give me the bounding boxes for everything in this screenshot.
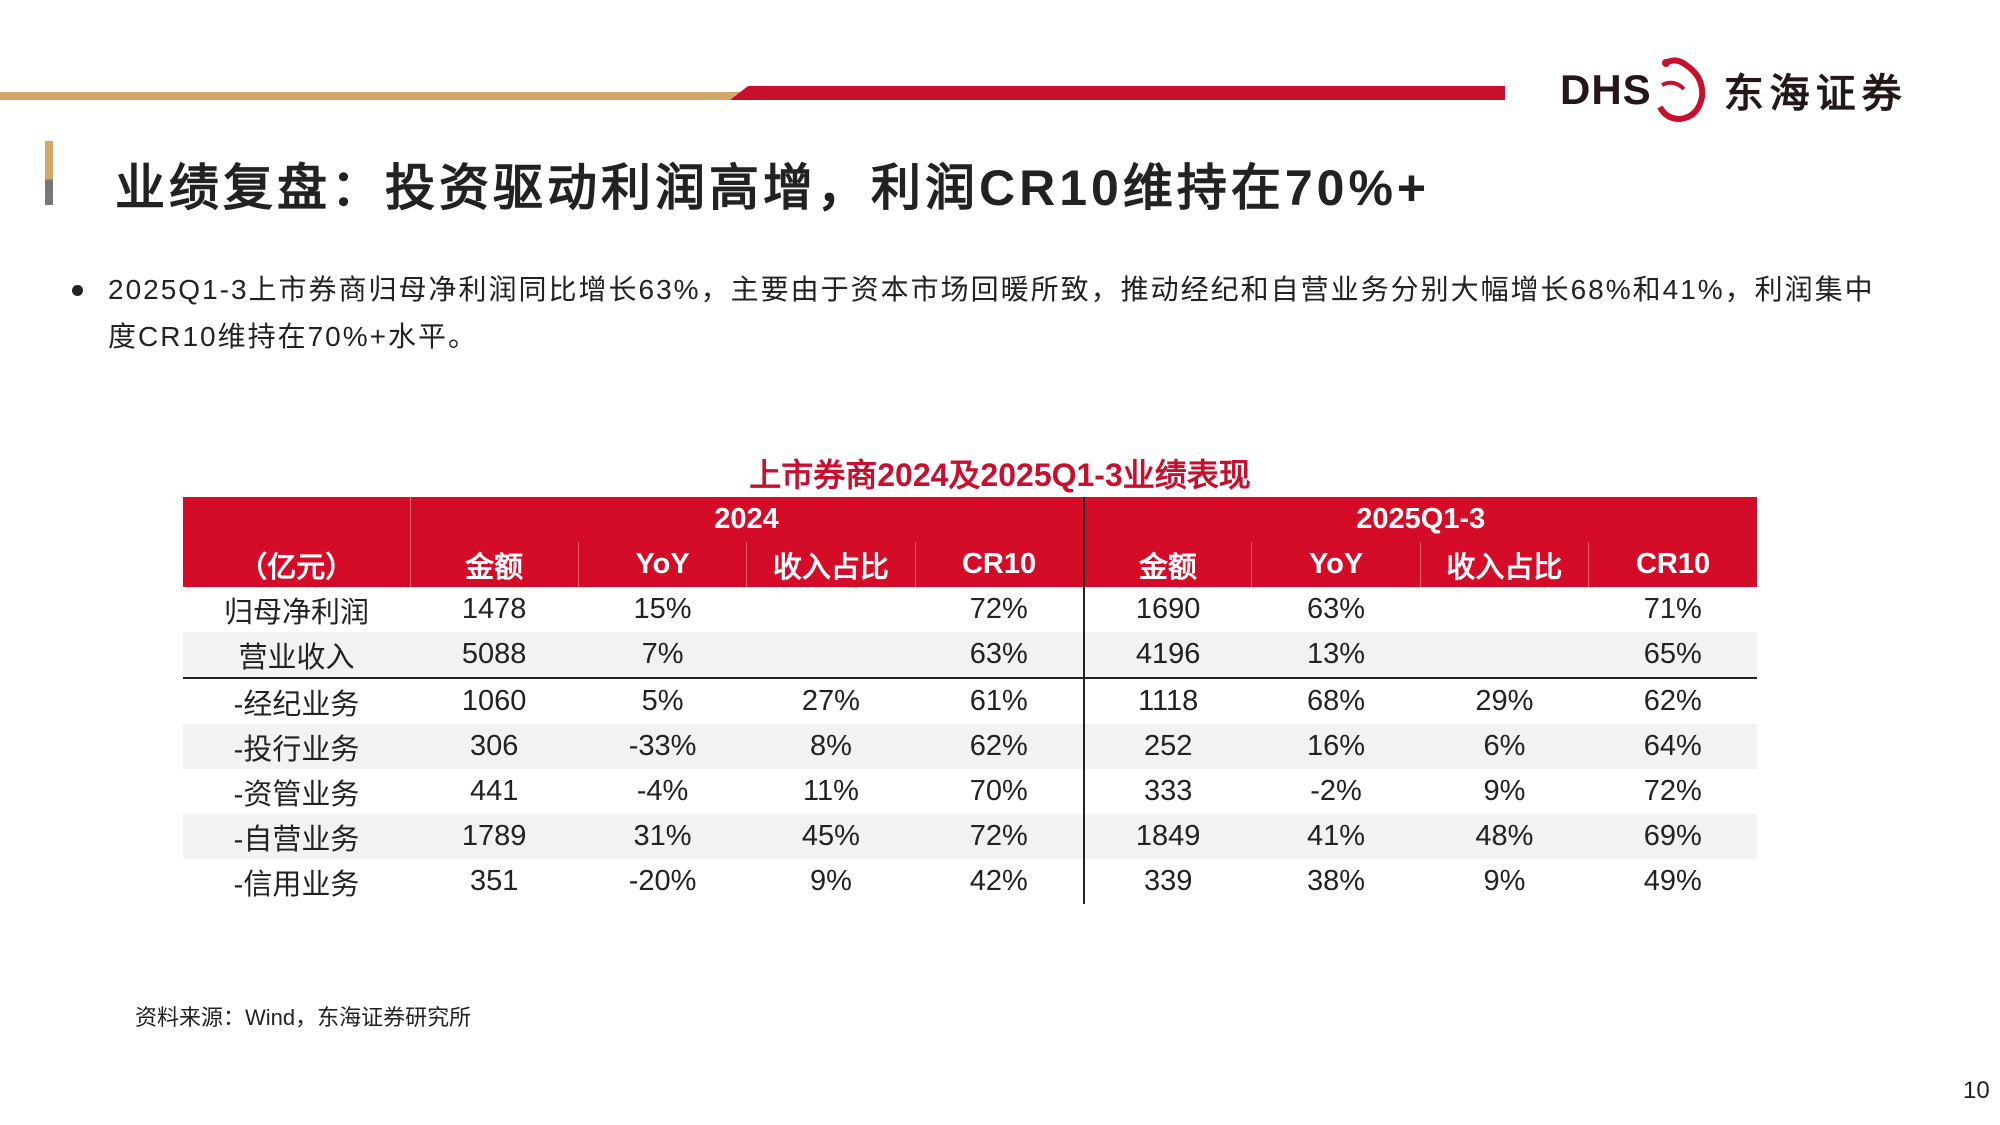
logo-chinese: 东海证券 [1723,71,1908,116]
table-row: -投行业务 306 -33% 8% 62% 252 16% 6% 64% [183,724,1757,769]
table-cell: 1478 [461,593,527,625]
performance-table: 2024 2025Q1-3 （亿元） 金额 YoY 收入占比 CR10 金额 YoY 收入占比… [183,497,1757,904]
table-cell: 68% [1307,685,1366,717]
header-gold-bar [0,92,745,100]
table-cell: 72% [1643,775,1702,807]
table-caption: 上市券商2024及2025Q1-3业绩表现 [749,457,1251,493]
row-label: -自营业务 [183,814,410,859]
table-row: -自营业务 1789 31% 45% 72% 1849 41% 48% 69% [183,814,1757,859]
row-label: 归母净利润 [223,596,369,629]
table-cell: 38% [1307,865,1366,897]
column-header: 金额 [409,542,579,587]
table-cell [1420,632,1589,679]
row-label: -资管业务 [233,778,360,811]
table-cell: 1849 [1082,814,1252,859]
table-cell: 306 [410,724,579,769]
table-cell: 9% [809,865,852,897]
table-cell: 15% [633,593,692,625]
row-label: -经纪业务 [233,688,360,721]
table-cell [746,632,916,679]
page-number: 10 [1963,1077,1990,1104]
table-cell: 16% [1251,724,1421,769]
column-header: 收入占比 [1419,542,1589,587]
table-cell: 1690 [1082,587,1252,632]
table-cell: 64% [1588,724,1757,769]
table-cell: -4% [636,775,689,807]
title-accent-bar [45,141,53,205]
table-cell: 42% [969,865,1028,897]
table-cell: 63% [1307,593,1366,625]
table-cell: 1060 [461,685,527,717]
table-cell: 5% [641,685,684,717]
column-header: 收入占比 [746,542,916,587]
table-cell: 61% [969,685,1028,717]
table-row: 归母净利润 1478 15% 72% 1690 63% 71% [183,587,1757,632]
table-cell: 11% [802,775,859,807]
table-cell: 1118 [1082,678,1252,724]
table-row: 营业收入 5088 7% 63% 4196 13% 65% [183,632,1757,679]
company-logo: DHS 东海证券 [1560,52,1908,127]
dragon-logo-icon [1657,56,1705,122]
column-header: 金额 [1082,542,1252,587]
table-cell: 63% [915,632,1084,679]
table-row: -资管业务 441 -4% 11% 70% 333 -2% 9% 72% [183,769,1757,814]
source-note: 资料来源：Wind，东海证券研究所 [135,1005,472,1030]
table-cell [1420,587,1588,632]
table-cell: 351 [469,865,519,897]
table-cell: 72% [915,814,1084,859]
table-cell: 70% [969,775,1028,807]
table-cell: 9% [1483,865,1526,897]
table-cell: 4196 [1082,632,1252,679]
bullet-dot-icon [72,285,83,296]
table-cell: 45% [746,814,916,859]
table-cell: 41% [1251,814,1421,859]
table-cell: 69% [1588,814,1757,859]
table-cell: -20% [628,865,697,897]
table-row: -经纪业务 1060 5% 27% 61% 1118 68% 29% 62% [183,678,1757,724]
table-cell: 65% [1588,632,1757,679]
table-cell: 62% [1643,685,1702,717]
table-cell: 7% [578,632,747,679]
header-red-bar [730,86,1505,100]
table-cell: 27% [801,685,860,717]
table-cell: 5088 [410,632,579,679]
table-cell: 8% [746,724,916,769]
table-cell: 9% [1483,775,1526,807]
column-header: YoY [577,542,747,587]
column-header: CR10 [1588,542,1757,587]
table-cell: 29% [1475,685,1534,717]
unit-header: （亿元） [183,542,410,587]
group-header: 2025Q1-3 [1082,497,1757,542]
logo-latin: DHS [1560,65,1652,113]
table-cell: 339 [1082,859,1252,904]
table-cell: -2% [1310,775,1362,807]
bullet-point: 2025Q1-3上市券商归母净利润同比增长63%，主要由于资本市场回暖所致，推动… [72,266,1902,360]
table-cell: 252 [1082,724,1252,769]
page-title: 业绩复盘：投资驱动利润高增，利润CR10维持在70%+ [115,160,1431,216]
column-header: CR10 [914,542,1084,587]
table-cell: 72% [969,593,1028,625]
table-cell: 13% [1251,632,1421,679]
header-blank [183,497,410,542]
row-label: -信用业务 [233,868,360,901]
row-label: 营业收入 [183,632,410,679]
table-cell: 441 [469,775,519,807]
table-cell: 71% [1643,593,1702,625]
table-cell: 48% [1420,814,1589,859]
group-header: 2024 [409,497,1084,542]
column-header: YoY [1251,542,1421,587]
table-row: -信用业务 351 -20% 9% 42% 339 38% 9% 49% [183,859,1757,904]
table-cell: 1789 [410,814,579,859]
table-cell: 49% [1643,865,1702,897]
table-cell [747,587,915,632]
table-cell: 333 [1082,769,1252,814]
table-cell: 62% [915,724,1084,769]
table-cell: 6% [1420,724,1589,769]
table-cell: 31% [578,814,747,859]
row-label: -投行业务 [183,724,410,769]
table-cell: -33% [578,724,747,769]
bullet-text: 2025Q1-3上市券商归母净利润同比增长63%，主要由于资本市场回暖所致，推动… [108,274,1875,352]
